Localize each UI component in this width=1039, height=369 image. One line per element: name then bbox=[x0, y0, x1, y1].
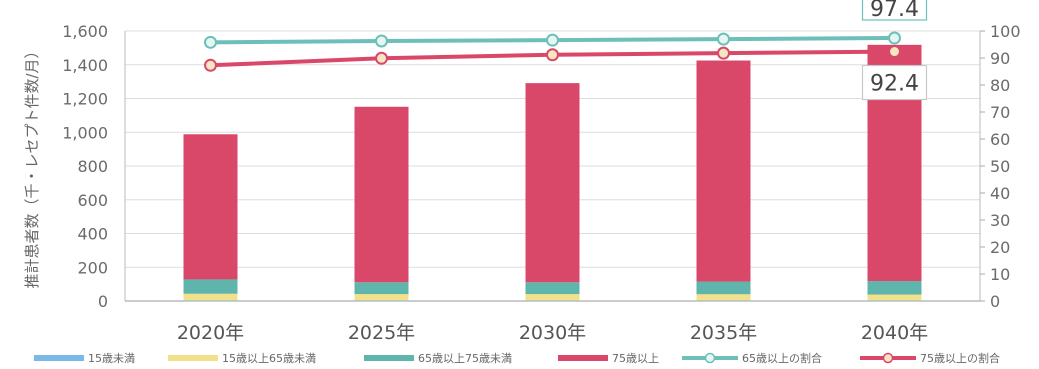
x-axis-ticks: 2020年 2025年 2030年 2035年 2040年 bbox=[177, 322, 928, 344]
y-tick-label: 400 bbox=[77, 225, 108, 244]
bar-segment bbox=[525, 282, 580, 295]
series-point bbox=[546, 48, 559, 62]
series-point bbox=[717, 32, 730, 46]
bar-segment bbox=[354, 300, 409, 301]
y-tick-label: 1,400 bbox=[62, 56, 108, 75]
callout-label: 97.4 bbox=[870, 0, 919, 22]
legend-swatch bbox=[364, 355, 414, 361]
lines bbox=[204, 31, 901, 72]
legend-label: 15歳未満 bbox=[88, 352, 135, 365]
legend-marker bbox=[704, 352, 716, 364]
legend-label: 75歳以上の割合 bbox=[920, 351, 1000, 365]
y2-tick-label: 40 bbox=[990, 184, 1010, 203]
legend-swatch bbox=[558, 355, 608, 361]
y2-tick-label: 70 bbox=[990, 103, 1010, 122]
legend: 15歳未満 15歳以上65歳未満 65歳以上75歳未満 75歳以上 65歳以上の割合 75… bbox=[34, 351, 1000, 365]
y2-tick-label: 60 bbox=[990, 130, 1010, 149]
y-axis-label: 推計患者数（千・レセプト件数/月） bbox=[23, 43, 41, 288]
y2-tick-label: 100 bbox=[990, 22, 1021, 41]
legend-label: 65歳以上75歳未満 bbox=[418, 352, 512, 365]
bar-segment bbox=[525, 294, 580, 301]
callout-label: 92.4 bbox=[870, 72, 919, 97]
y2-tick-label: 20 bbox=[990, 238, 1010, 257]
legend-marker bbox=[882, 352, 894, 364]
bar-segment bbox=[183, 300, 238, 301]
y-tick-label: 0 bbox=[98, 292, 108, 311]
series-point bbox=[717, 46, 730, 60]
y-tick-label: 1,600 bbox=[62, 22, 108, 41]
x-tick-label: 2020年 bbox=[177, 322, 244, 344]
y-tick-label: 800 bbox=[77, 157, 108, 176]
x-tick-label: 2025年 bbox=[348, 322, 415, 344]
y-axis-right-ticks: 0 10 20 30 40 50 60 70 80 90 100 bbox=[980, 22, 1021, 311]
bar-segment bbox=[354, 294, 409, 301]
y-tick-label: 600 bbox=[77, 191, 108, 210]
bar-segment bbox=[354, 282, 409, 295]
legend-label: 75歳以上 bbox=[612, 352, 659, 365]
series-point bbox=[375, 51, 388, 65]
callouts: 97.4 92.4 bbox=[861, 0, 928, 101]
series-point bbox=[375, 34, 388, 48]
y2-tick-label: 10 bbox=[990, 265, 1010, 284]
bar-segment bbox=[354, 106, 409, 283]
bar-segment bbox=[183, 279, 238, 294]
series-point bbox=[204, 58, 217, 72]
bar-segment bbox=[867, 300, 922, 301]
y2-tick-label: 80 bbox=[990, 76, 1010, 95]
series-point bbox=[204, 35, 217, 49]
x-tick-label: 2030年 bbox=[519, 322, 586, 344]
series-point bbox=[546, 33, 559, 47]
bar-segment bbox=[525, 83, 580, 283]
series-point bbox=[888, 45, 901, 59]
legend-label: 65歳以上の割合 bbox=[742, 351, 822, 365]
callout-box bbox=[861, 0, 928, 21]
y2-tick-label: 0 bbox=[990, 292, 1000, 311]
x-tick-label: 2035年 bbox=[690, 322, 757, 344]
bars bbox=[183, 44, 922, 301]
legend-swatch bbox=[34, 355, 84, 361]
bar-segment bbox=[525, 300, 580, 301]
series-point bbox=[888, 31, 901, 45]
y-tick-label: 1,200 bbox=[62, 90, 108, 109]
y-axis-left-ticks: 0 200 400 600 800 1,000 1,200 1,400 1,600 bbox=[62, 22, 108, 311]
legend-label: 15歳以上65歳未満 bbox=[222, 352, 316, 365]
bar-segment bbox=[183, 293, 238, 301]
bar-segment bbox=[696, 294, 751, 301]
y2-tick-label: 90 bbox=[990, 49, 1010, 68]
bar-segment bbox=[183, 134, 238, 280]
y2-tick-label: 50 bbox=[990, 157, 1010, 176]
y-tick-label: 200 bbox=[77, 258, 108, 277]
bar-segment bbox=[867, 281, 922, 295]
legend-swatch bbox=[168, 355, 218, 361]
bar-segment bbox=[696, 300, 751, 301]
bar-segment bbox=[696, 60, 751, 282]
y2-tick-label: 30 bbox=[990, 211, 1010, 230]
bar-segment bbox=[696, 281, 751, 295]
x-tick-label: 2040年 bbox=[861, 322, 928, 344]
callout-box bbox=[861, 64, 928, 101]
bar-segment bbox=[867, 294, 922, 301]
y-tick-label: 1,000 bbox=[62, 123, 108, 142]
